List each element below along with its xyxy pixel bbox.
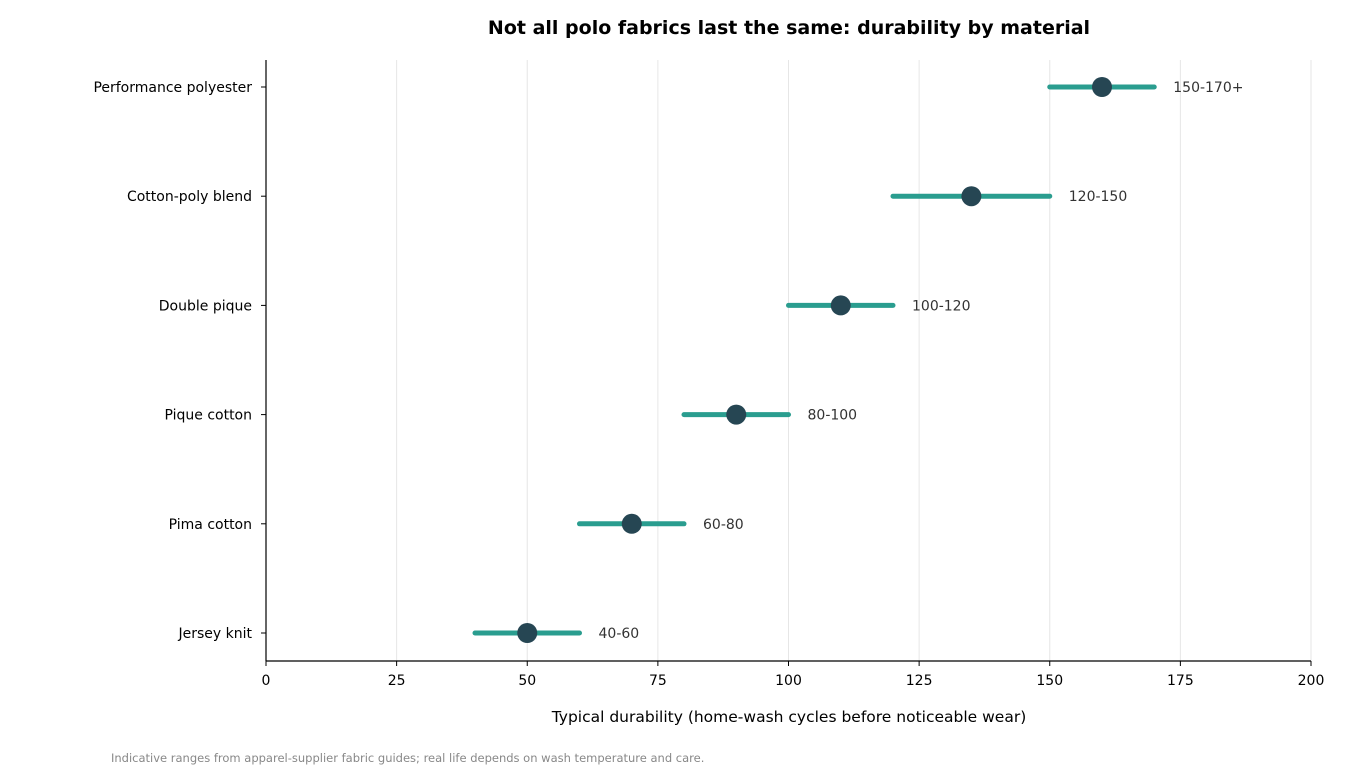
- x-tick-label: 150: [1036, 673, 1063, 689]
- category-label: Jersey knit: [178, 626, 253, 642]
- category-label: Pima cotton: [169, 517, 252, 533]
- category-label: Pique cotton: [164, 408, 252, 424]
- y-categories: Performance polyester Cotton-poly blend Do…: [93, 80, 266, 642]
- gridlines: [396, 60, 1312, 661]
- x-tick-label: 75: [649, 673, 667, 689]
- x-axis-title: Typical durability (home-wash cycles bef…: [551, 708, 1027, 726]
- x-tick-label: 50: [518, 673, 536, 689]
- range-label: 100-120: [912, 298, 971, 314]
- x-tick-label: 100: [775, 673, 802, 689]
- midpoint-dot: [621, 513, 642, 534]
- range-label: 80-100: [808, 408, 858, 424]
- midpoint-dot: [1092, 77, 1112, 97]
- midpoint-dot: [830, 295, 851, 316]
- x-ticks: 0 25 50 75 100 125 150 175 200: [262, 661, 1325, 689]
- midpoint-dot: [517, 623, 538, 643]
- range-label: 120-150: [1069, 189, 1128, 205]
- category-label: Double pique: [159, 298, 252, 314]
- x-tick-label: 200: [1298, 673, 1325, 689]
- x-tick-label: 125: [906, 673, 933, 689]
- chart-title: Not all polo fabrics last the same: dura…: [488, 17, 1090, 39]
- range-label: 40-60: [599, 626, 640, 642]
- x-tick-label: 175: [1167, 673, 1194, 689]
- footnote: Indicative ranges from apparel-supplier …: [111, 751, 704, 765]
- category-label: Performance polyester: [93, 80, 252, 96]
- x-tick-label: 25: [388, 673, 406, 689]
- range-bars: 150-170+ 120-150 100-120 80-100 60-80 40-60: [472, 77, 1243, 643]
- x-tick-label: 0: [262, 673, 271, 689]
- category-label: Cotton-poly blend: [127, 189, 252, 205]
- range-label: 150-170+: [1173, 80, 1243, 96]
- midpoint-dot: [961, 186, 982, 207]
- range-label: 60-80: [703, 517, 744, 533]
- midpoint-dot: [726, 404, 747, 425]
